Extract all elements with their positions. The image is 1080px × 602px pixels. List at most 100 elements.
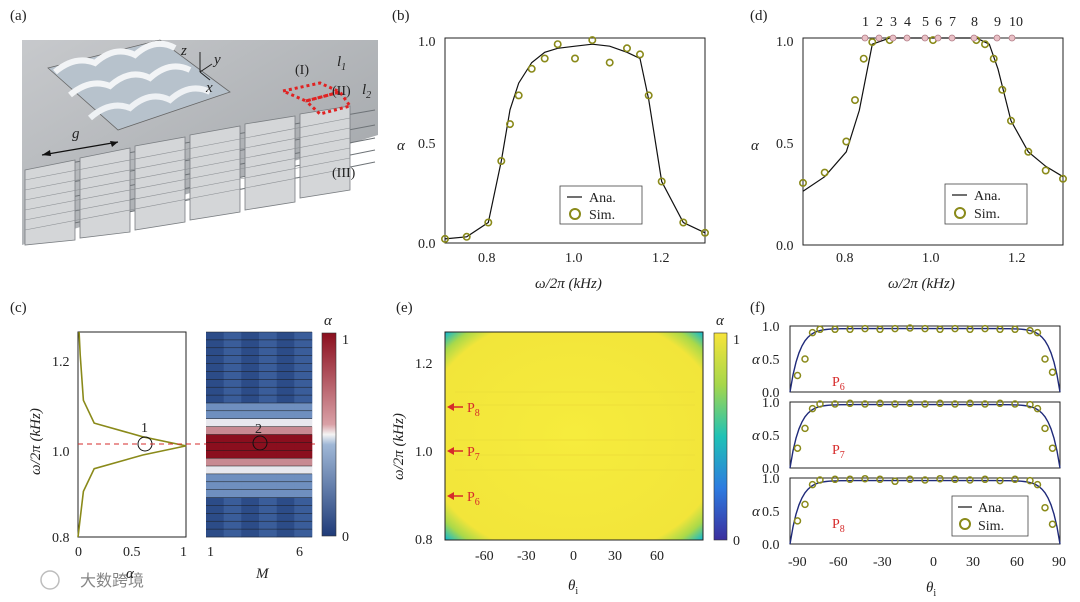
panel-c-heat-cell	[276, 458, 295, 467]
panel-f-sim-point	[921, 476, 929, 484]
panel-c-heat-cell	[294, 434, 313, 443]
panel-c-marker-2	[252, 435, 268, 451]
panel-c-heat-cell	[223, 332, 242, 341]
panel-f-sim-point	[1041, 503, 1049, 512]
panel-a-l2: l2	[362, 82, 371, 101]
panel-c-heat-cell	[294, 489, 313, 498]
panel-f-sim-point	[1026, 400, 1034, 409]
panel-c-heat-cell	[259, 355, 277, 364]
panel-e-cbar-min: 0	[733, 534, 740, 549]
panel-d-top-marker-dot	[934, 34, 942, 42]
panel-b-xticks: 0.8 1.0 1.2	[478, 251, 670, 266]
panel-b-plot	[440, 36, 709, 243]
panel-d-top-marker-label: 7	[949, 15, 956, 30]
panel-c-heat-cell	[206, 489, 224, 498]
panel-f-ytick: 0.0	[762, 386, 780, 401]
panel-e-heatmap	[445, 332, 703, 540]
panel-b-legend-sim: Sim.	[589, 208, 615, 223]
panel-b-xlabel: ω/2π (kHz)	[535, 276, 602, 292]
panel-f-ytick: 0.0	[762, 462, 780, 477]
panel-f-sim-point	[793, 444, 802, 452]
panel-f-ytick: 1.0	[762, 320, 780, 335]
panel-c-heat-cell	[259, 379, 277, 388]
panel-d-top-marker-label: 1	[862, 15, 869, 30]
panel-e-colorbar	[713, 332, 728, 541]
panel-c-heat-cell	[206, 442, 224, 451]
panel-c-heat-cell	[206, 450, 224, 459]
panel-c-heat-cell	[206, 403, 224, 412]
panel-f-sim-point	[861, 474, 869, 483]
panel-c-heat-cell	[259, 418, 277, 427]
panel-a-axis-x: x	[205, 80, 213, 96]
panel-b-sim-point	[514, 91, 523, 100]
panel-c-heat-cell	[241, 363, 260, 372]
panel-f-sim-point	[808, 328, 817, 337]
panel-d-sim-point	[859, 54, 868, 63]
panel-b-sim-point	[540, 54, 549, 63]
panel-d-plot	[798, 36, 1068, 192]
panel-f-sim-point	[996, 399, 1004, 408]
panel-c-heat-cell	[276, 332, 295, 341]
panel-c-heat-cell	[294, 418, 313, 427]
panel-c-heat-cell	[294, 473, 313, 483]
panel-d-ylabel: α	[751, 138, 760, 154]
panel-c-heat-cell	[259, 332, 277, 341]
panel-c-heat-cell	[241, 473, 260, 483]
panel-c-heat-cell	[223, 363, 242, 372]
panel-c-heat-cell	[206, 371, 224, 380]
panel-c-heat-cell	[223, 473, 242, 483]
panel-d-top-marker-dot	[948, 34, 956, 42]
panel-c-heat-cell	[276, 442, 295, 451]
panel-c-heat-cell	[223, 450, 242, 459]
panel-c-heat-cell	[276, 339, 295, 349]
panel-d-sim-point	[1041, 166, 1050, 175]
panel-b-sim-point	[588, 36, 597, 45]
panel-c-heat-cell	[276, 410, 295, 419]
panel-c-heat-cell	[276, 505, 295, 514]
panel-e-label: (e)	[396, 300, 413, 316]
panel-e-ytick: 1.2	[415, 357, 433, 372]
panel-c-heat-cell	[223, 505, 242, 514]
panel-c-marker-2-label: 2	[255, 422, 262, 437]
panel-f-sim-point	[891, 324, 899, 333]
panel-f-sim-point	[861, 324, 869, 333]
panel-c-heat-cell	[294, 347, 313, 356]
panel-e-xtick: -30	[517, 549, 536, 564]
panel-c-xlabel-alpha: α	[126, 566, 135, 582]
panel-d-top-marker-label: 4	[904, 15, 911, 30]
panel-b-sim-point	[462, 232, 471, 241]
panel-c-heat-cell	[294, 332, 313, 341]
panel-e-point-P8: P8	[447, 401, 480, 419]
panel-c-heat-xtick-1: 1	[207, 545, 214, 560]
panel-c-heat-cell	[276, 466, 295, 475]
panel-f-sim-point	[981, 400, 989, 408]
panel-b-xtick: 0.8	[478, 251, 496, 266]
panel-b-sim-point	[505, 120, 514, 129]
panel-c-ytick: 1.2	[52, 355, 70, 370]
panel-f-ytick: 0.0	[762, 538, 780, 553]
panel-c-heat-cell	[241, 489, 260, 498]
panel-c-heat-cell	[241, 387, 260, 396]
panel-c-cbar-max: 1	[342, 333, 349, 348]
panel-a-gap-label: g	[72, 126, 80, 142]
panel-c-heat-cell	[276, 363, 295, 372]
panel-c-heat-cell	[223, 347, 242, 356]
panel-c-cbar-min: 0	[342, 530, 349, 545]
panel-c-heat-cell	[206, 363, 224, 372]
panel-b-ytick: 0.0	[418, 237, 436, 252]
panel-f-sim-point	[936, 399, 944, 408]
panel-a-label: (a)	[10, 8, 27, 24]
panel-c-heat-cell	[206, 355, 224, 364]
panel-e-P7-label: P7	[467, 445, 480, 463]
panel-c-heat-cell	[294, 395, 313, 404]
panel-c-heat-cell	[223, 395, 242, 404]
panel-f-sim-point	[981, 475, 989, 484]
panel-f-sim-point	[1048, 368, 1057, 376]
panel-c-heat-cell	[259, 450, 277, 459]
panel-a-axes-triad	[199, 52, 213, 81]
panel-c-heat-cell	[206, 339, 224, 349]
panel-c-heat-cell	[259, 529, 277, 538]
panel-c-heat-cell	[241, 450, 260, 459]
panel-a-axis-z: z	[180, 43, 187, 59]
panel-f-ytick: 1.0	[762, 472, 780, 487]
